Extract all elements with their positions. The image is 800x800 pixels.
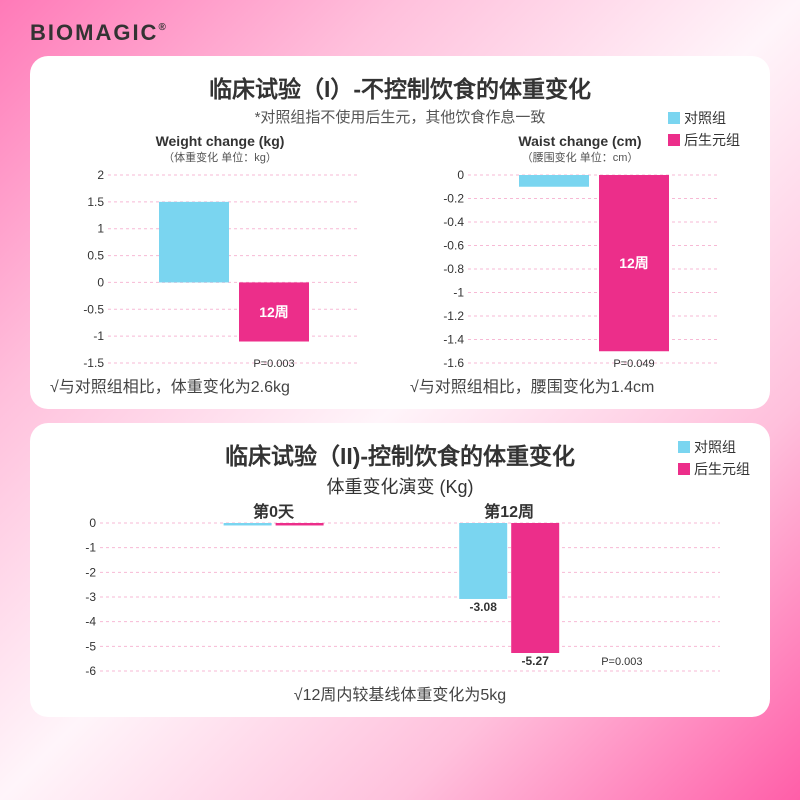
- chart2-subtitle: （腰围变化 单位：cm）: [410, 149, 750, 165]
- chart2-title: Waist change (cm): [410, 133, 750, 149]
- legend-control: 对照组: [684, 108, 726, 128]
- svg-text:12周: 12周: [259, 304, 289, 320]
- legend-control-2: 对照组: [694, 437, 736, 457]
- chart1-title: Weight change (kg): [50, 133, 390, 149]
- panel2-subtitle: 体重变化演变 (Kg): [50, 473, 750, 499]
- svg-text:-3.08: -3.08: [470, 600, 498, 614]
- panel-trial-1: 临床试验（I）-不控制饮食的体重变化 *对照组指不使用后生元，其他饮食作息一致 …: [30, 56, 770, 409]
- panel2-title: 临床试验（II)-控制饮食的体重变化: [50, 437, 750, 471]
- chart2-svg: 0 -0.2 -0.4 -0.6 -0.8 -1 -1.2 -1.4 -1.6 12周 P=0.04…: [430, 169, 730, 369]
- svg-text:1.5: 1.5: [87, 195, 104, 209]
- svg-text:-3: -3: [85, 590, 96, 604]
- brand-text: BIOMAGIC: [30, 20, 158, 45]
- panel-trial-2: 对照组 后生元组 临床试验（II)-控制饮食的体重变化 体重变化演变 (Kg) …: [30, 423, 770, 717]
- svg-text:0: 0: [97, 275, 104, 289]
- legend-treatment-2: 后生元组: [694, 459, 750, 479]
- chart1-svg: 2 1.5 1 0.5 0 -0.5 -1 -1.5 12周 P=0.003: [70, 169, 370, 369]
- svg-text:P=0.003: P=0.003: [601, 656, 642, 668]
- svg-text:-1: -1: [93, 329, 104, 343]
- svg-text:-1.2: -1.2: [443, 309, 464, 323]
- chart3-svg: 0 -1 -2 -3 -4 -5 -6 第0天 第12周 -3.08 -5.27 P=0.003: [70, 499, 730, 679]
- svg-text:0: 0: [89, 516, 96, 530]
- panel2-legend: 对照组 后生元组: [678, 437, 750, 481]
- brand-logo: BIOMAGIC®: [30, 20, 770, 46]
- svg-text:-1: -1: [453, 286, 464, 300]
- svg-text:第0天: 第0天: [253, 502, 295, 521]
- svg-text:-1.4: -1.4: [443, 333, 464, 347]
- svg-text:-0.6: -0.6: [443, 239, 464, 253]
- panel1-note1: √与对照组相比，体重变化为2.6kg: [50, 373, 390, 397]
- svg-text:-0.8: -0.8: [443, 262, 464, 276]
- panel1-title: 临床试验（I）-不控制饮食的体重变化: [50, 70, 750, 104]
- svg-text:-0.2: -0.2: [443, 192, 464, 206]
- swatch-control: [668, 112, 680, 124]
- panel2-note: √12周内较基线体重变化为5kg: [50, 681, 750, 705]
- swatch-treatment-2: [678, 463, 690, 475]
- svg-text:第12周: 第12周: [484, 502, 534, 521]
- svg-text:1: 1: [97, 222, 104, 236]
- panel1-subtitle: *对照组指不使用后生元，其他饮食作息一致: [50, 106, 750, 127]
- svg-text:-6: -6: [85, 664, 96, 678]
- svg-text:0.5: 0.5: [87, 249, 104, 263]
- svg-text:-1.6: -1.6: [443, 356, 464, 369]
- svg-text:2: 2: [97, 169, 104, 182]
- svg-text:-1: -1: [85, 541, 96, 555]
- svg-text:-0.4: -0.4: [443, 215, 464, 229]
- swatch-control-2: [678, 441, 690, 453]
- chart1-subtitle: （体重变化 单位：kg）: [50, 149, 390, 165]
- svg-text:-5.27: -5.27: [522, 654, 550, 668]
- svg-text:0: 0: [457, 169, 464, 182]
- svg-text:-5: -5: [85, 639, 96, 653]
- svg-text:-2: -2: [85, 565, 96, 579]
- svg-text:-4: -4: [85, 615, 96, 629]
- panel1-note2: √与对照组相比，腰围变化为1.4cm: [410, 373, 750, 397]
- svg-text:P=0.049: P=0.049: [613, 358, 654, 369]
- svg-text:-0.5: -0.5: [83, 302, 104, 316]
- reg-mark: ®: [158, 22, 167, 33]
- svg-text:-1.5: -1.5: [83, 356, 104, 369]
- svg-text:12周: 12周: [619, 255, 649, 271]
- svg-text:P=0.003: P=0.003: [253, 358, 294, 369]
